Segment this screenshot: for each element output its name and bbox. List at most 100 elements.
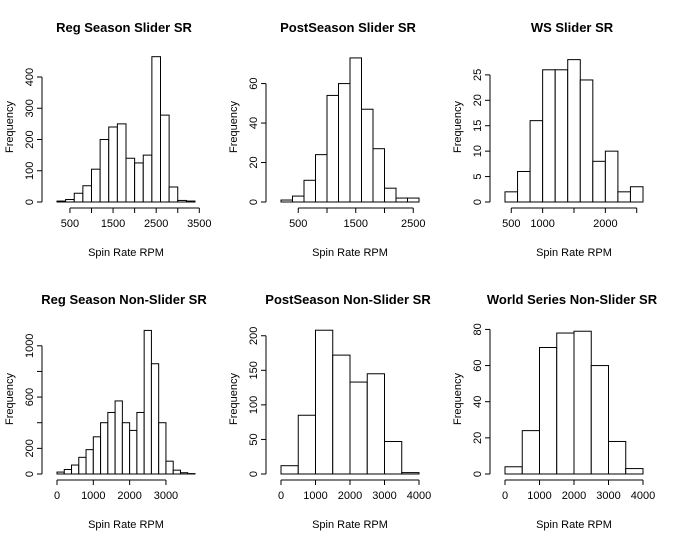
- y-tick-label: 600: [24, 388, 36, 406]
- y-tick-label: 40: [472, 396, 484, 408]
- bar: [338, 83, 351, 203]
- x-tick-label: 1000: [303, 490, 327, 502]
- y-tick-label: 200: [24, 130, 36, 148]
- y-tick-label: 150: [248, 361, 260, 379]
- bar: [142, 154, 153, 203]
- x-axis-label: Spin Rate RPM: [536, 247, 612, 259]
- bar: [361, 108, 374, 203]
- x-tick-label: 1000: [527, 490, 551, 502]
- chart-title: PostSeason Slider SR: [280, 20, 416, 35]
- bar: [177, 199, 187, 203]
- y-tick-label: 0: [248, 471, 260, 477]
- bar: [143, 329, 152, 475]
- x-tick-label: 500: [61, 218, 79, 230]
- bar: [542, 69, 556, 203]
- bar: [65, 199, 75, 203]
- y-tick-label: 60: [472, 359, 484, 371]
- y-axis-label: Frequency: [228, 101, 240, 153]
- y-axis-label: Frequency: [452, 373, 464, 425]
- y-axis-label: Frequency: [4, 101, 16, 153]
- bar: [326, 94, 339, 203]
- bar: [504, 191, 519, 203]
- y-tick-label: 400: [24, 68, 36, 86]
- bar: [125, 157, 136, 203]
- x-tick-label: 3000: [372, 490, 396, 502]
- bar: [517, 170, 531, 203]
- y-tick-label: 0: [24, 199, 36, 205]
- y-tick-label: 10: [472, 145, 484, 157]
- bar: [121, 422, 131, 475]
- bar: [56, 200, 67, 203]
- chart-title: Reg Season Non-Slider SR: [41, 292, 207, 307]
- x-tick-label: 4000: [631, 490, 655, 502]
- bar: [280, 199, 293, 203]
- bar: [297, 414, 316, 475]
- bar: [625, 468, 644, 475]
- bar: [384, 187, 397, 203]
- bar: [349, 57, 362, 203]
- bar: [608, 440, 627, 475]
- x-tick-label: 1500: [344, 218, 368, 230]
- y-tick-label: 100: [248, 396, 260, 414]
- y-tick-label: 100: [24, 162, 36, 180]
- y-tick-label: 40: [248, 117, 260, 129]
- bar: [629, 186, 644, 203]
- bar: [114, 400, 123, 475]
- y-tick-label: 60: [248, 77, 260, 89]
- bar: [160, 114, 170, 203]
- bar: [108, 126, 118, 203]
- x-tick-label: 4000: [407, 490, 431, 502]
- y-tick-label: 0: [472, 199, 484, 205]
- bar: [521, 430, 540, 475]
- bar: [592, 160, 606, 203]
- x-axis-label: Spin Rate RPM: [312, 519, 388, 531]
- y-tick-label: 20: [248, 156, 260, 168]
- bar: [92, 436, 102, 475]
- y-tick-label: 20: [472, 94, 484, 106]
- y-tick-label: 0: [472, 471, 484, 477]
- y-axis-label: Frequency: [228, 373, 240, 425]
- bar: [401, 472, 420, 475]
- bar: [504, 466, 523, 475]
- y-tick-label: 0: [24, 471, 36, 477]
- bar: [56, 471, 65, 475]
- bar: [539, 346, 558, 475]
- y-tick-label: 80: [472, 323, 484, 335]
- bar: [567, 59, 581, 203]
- bar: [100, 422, 109, 475]
- x-axis-label: Spin Rate RPM: [88, 247, 164, 259]
- y-tick-label: 5: [472, 174, 484, 180]
- bar: [604, 150, 619, 203]
- x-tick-label: 1500: [101, 218, 125, 230]
- bar: [73, 192, 84, 203]
- bar: [63, 469, 73, 475]
- y-tick-label: 0: [248, 199, 260, 205]
- x-tick-label: 2000: [562, 490, 586, 502]
- bar: [407, 197, 420, 203]
- chart-title: WS Slider SR: [531, 20, 614, 35]
- bar: [617, 191, 631, 203]
- bar: [556, 332, 575, 475]
- x-axis-label: Spin Rate RPM: [536, 519, 612, 531]
- bar: [165, 460, 174, 475]
- x-tick-label: 0: [278, 490, 284, 502]
- bar: [172, 469, 181, 475]
- bar: [554, 69, 569, 203]
- bar: [384, 441, 403, 475]
- bar: [134, 162, 144, 203]
- bar: [150, 363, 160, 475]
- bar: [158, 422, 167, 475]
- x-tick-label: 500: [502, 218, 520, 230]
- bar: [366, 373, 385, 475]
- x-axis-label: Spin Rate RPM: [312, 247, 388, 259]
- bar: [529, 120, 544, 203]
- y-axis-label: Frequency: [452, 101, 464, 153]
- y-tick-label: 50: [248, 433, 260, 445]
- bar: [179, 472, 189, 475]
- x-tick-label: 1000: [81, 490, 105, 502]
- y-tick-label: 15: [472, 120, 484, 132]
- y-tick-label: 25: [472, 69, 484, 81]
- x-tick-label: 3000: [596, 490, 620, 502]
- bar: [82, 185, 92, 203]
- bar: [573, 330, 592, 475]
